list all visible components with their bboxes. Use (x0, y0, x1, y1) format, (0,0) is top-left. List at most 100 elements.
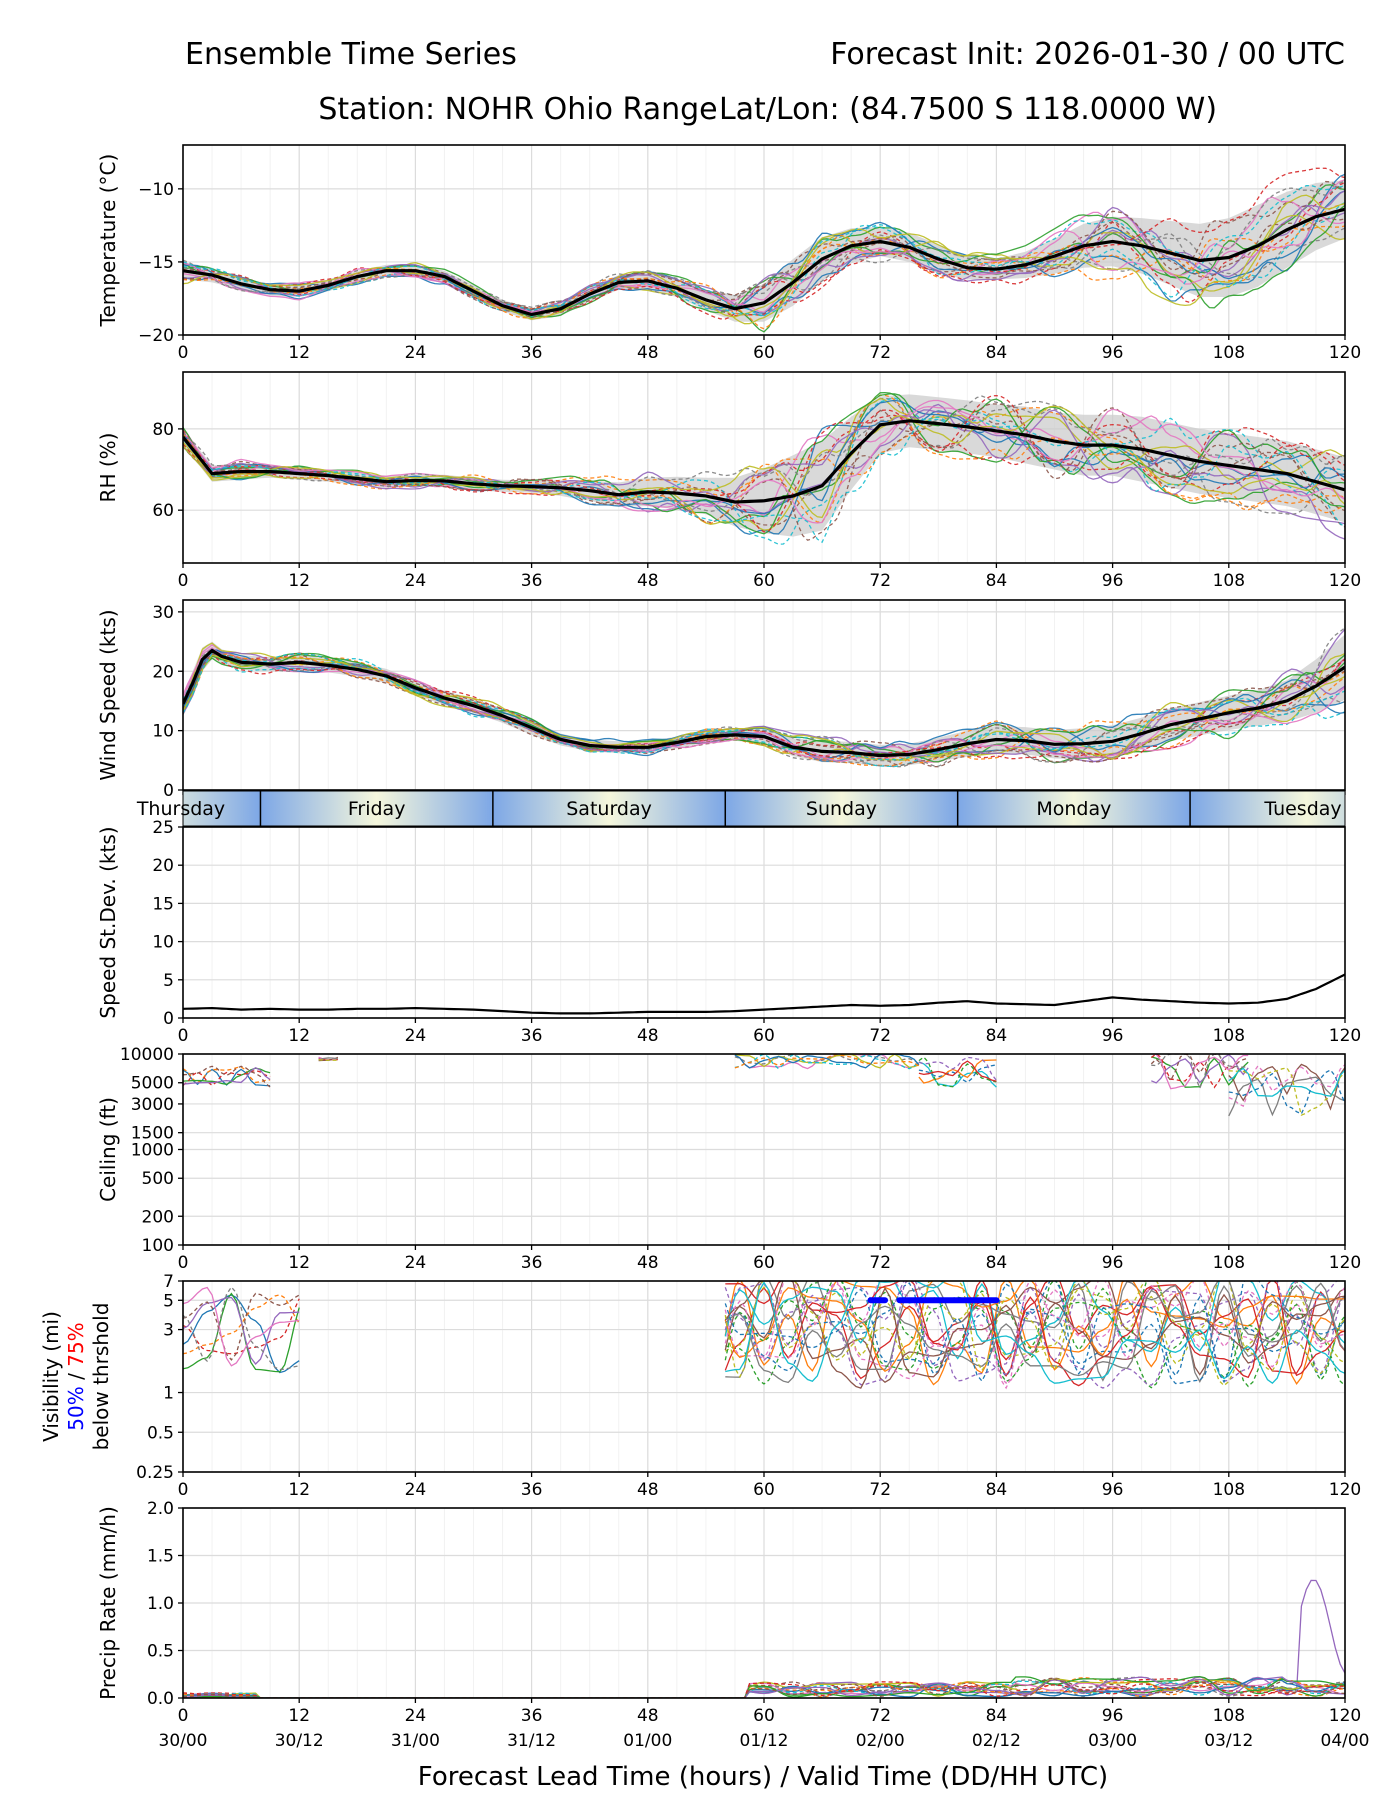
panel-temperature: −20 −15 −10 0 12 24 36 48 60 72 84 96 108 120 Temperat… (96, 144, 1361, 363)
mean-line-temperature (183, 207, 1345, 317)
x-tick-label: 60 (753, 1253, 775, 1273)
y-tick-label: 1500 (131, 1124, 174, 1144)
day-segment (957, 791, 1191, 826)
panels: −20−15−100 12 24 36 48 60 72 84 96 108 120Temperat… (39, 144, 1370, 1751)
x-valid-label: 30/12 (275, 1731, 324, 1751)
x-tick-label: 24 (405, 1026, 427, 1046)
spread-band-rh (183, 394, 1345, 537)
x-tick-label: 96 (1102, 1253, 1124, 1273)
ceiling-member-line (183, 1066, 271, 1085)
x-tick-label: 108 (1213, 571, 1245, 591)
panel-rh: 60 80 0 12 24 36 48 60 72 84 96 108 120 RH (%) (96, 371, 1361, 591)
member-line-wind (183, 654, 1345, 761)
precip-member-line (183, 1676, 1345, 1698)
ceiling-member-line (183, 1065, 271, 1088)
x-tick-label: 72 (869, 343, 891, 363)
vis-member-line (724, 1281, 1345, 1383)
y-tick-label: 0.0 (147, 1689, 174, 1709)
y-tick-label: 0.5 (147, 1642, 174, 1662)
ceiling-member-line (918, 1061, 997, 1088)
x-tick-label: 96 (1102, 1480, 1124, 1500)
member-line-temperature (183, 190, 1345, 314)
x-tick-label: 12 (288, 1706, 310, 1726)
x-valid-label: 03/12 (1204, 1731, 1253, 1751)
latlon-title: Lat/Lon: (84.7500 S 118.0000 W) (719, 92, 1217, 127)
x-tick-label: 60 (753, 343, 775, 363)
plot-area-wind (183, 627, 1345, 768)
ceiling-member-line (918, 1056, 997, 1081)
y-tick-label: 80 (152, 420, 174, 440)
y-tick-label: 1 (163, 1384, 174, 1404)
x-tick-label: 84 (986, 1480, 1008, 1500)
x-tick-label: 108 (1213, 1706, 1245, 1726)
x-tick-label: 108 (1213, 1480, 1245, 1500)
ceiling-member-line (1151, 1054, 1249, 1084)
y-axis-label-percent: 50% / 75% (64, 1322, 88, 1430)
day-label: Saturday (566, 798, 652, 820)
x-tick-label: 36 (521, 1480, 543, 1500)
x-tick-label: 84 (986, 1026, 1008, 1046)
y-tick-label: 0.5 (147, 1423, 174, 1443)
x-tick-label: 0 (178, 571, 189, 591)
x-tick-label: 36 (521, 571, 543, 591)
y-tick-label: 5 (163, 1291, 174, 1311)
plot-area-visibility (183, 1281, 1345, 1390)
y-axis-label-threshold: below thrshold (89, 1303, 113, 1451)
vis-member-line (724, 1281, 1345, 1390)
ceiling-member-line (1228, 1064, 1345, 1108)
stdev-line (183, 973, 1345, 1015)
x-tick-label: 24 (405, 343, 427, 363)
x-tick-label: 120 (1329, 1480, 1361, 1500)
x-tick-label: 12 (288, 343, 310, 363)
label-50-percent: 50% (64, 1386, 88, 1430)
x-tick-label: 108 (1213, 1253, 1245, 1273)
ceiling-member-line (1228, 1067, 1345, 1097)
day-band-frame (182, 790, 1346, 827)
y-axis-label-rh: RH (%) (96, 433, 120, 503)
ceiling-member-line (1228, 1067, 1345, 1116)
ceiling-member-line (1150, 1054, 1249, 1082)
vis-member-line (724, 1281, 1345, 1360)
vis-member-line (724, 1281, 1345, 1372)
y-tick-label: 5000 (131, 1074, 174, 1094)
x-tick-label: 48 (637, 1253, 659, 1273)
x-tick-label: 36 (521, 1253, 543, 1273)
vis-member-line (725, 1281, 1345, 1383)
x-valid-label: 31/00 (391, 1731, 440, 1751)
x-tick-label: 96 (1102, 571, 1124, 591)
panel-wind: 0 10 20 30 Wind Speed (kts) (96, 599, 1346, 801)
panel-wind_sd: 0 5 10 15 20 25 0 12 24 36 48 60 72 84 96 108 120 Speed S… (96, 818, 1361, 1046)
label-slash: / (64, 1367, 88, 1386)
y-axis-label-ceiling: Ceiling (ft) (96, 1097, 120, 1202)
x-tick-label: 120 (1329, 1253, 1361, 1273)
member-line-rh (183, 403, 1345, 541)
x-tick-label: 48 (637, 1480, 659, 1500)
x-tick-label: 108 (1213, 1026, 1245, 1046)
y-tick-label: 5 (163, 971, 174, 991)
y-tick-label: 0.25 (136, 1463, 174, 1483)
vis-member-line (183, 1298, 300, 1355)
ceiling-member-line (918, 1060, 997, 1082)
y-tick-label: 1.5 (147, 1547, 174, 1567)
vis-member-line (724, 1281, 1345, 1389)
x-tick-label: 60 (753, 1480, 775, 1500)
ceiling-member-line (734, 1054, 920, 1069)
vis-member-line (183, 1292, 300, 1361)
x-tick-label: 24 (405, 1253, 427, 1273)
ceiling-member-line (734, 1054, 920, 1069)
y-tick-label: 10 (152, 933, 174, 953)
day-label: Friday (348, 798, 406, 820)
x-valid-label: 31/12 (507, 1731, 556, 1751)
plot-area-temperature (183, 167, 1345, 333)
x-tick-label: 48 (637, 571, 659, 591)
x-valid-label: 01/12 (740, 1731, 789, 1751)
vis-member-line (183, 1286, 300, 1367)
y-tick-label: 3 (163, 1321, 174, 1341)
precip-member-line (183, 1678, 1345, 1698)
precip-member-line (183, 1676, 1345, 1698)
vis-member-line (183, 1294, 300, 1374)
x-tick-label: 12 (288, 571, 310, 591)
x-tick-label: 0 (178, 343, 189, 363)
mean-line-wind (183, 648, 1345, 758)
day-label: Monday (1036, 798, 1111, 820)
